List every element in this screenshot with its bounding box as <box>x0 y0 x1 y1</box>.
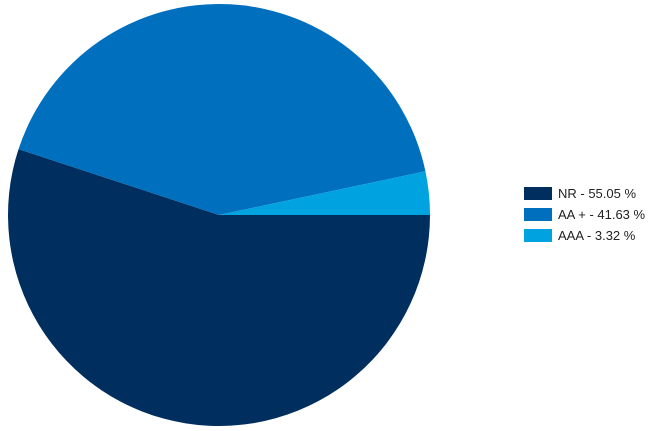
legend: NR - 55.05 % AA + - 41.63 % AAA - 3.32 % <box>524 183 645 246</box>
legend-item-nr: NR - 55.05 % <box>524 183 645 204</box>
legend-item-aaa: AAA - 3.32 % <box>524 225 645 246</box>
pie-slice-aaa <box>219 171 430 215</box>
legend-swatch-aa-plus <box>524 208 552 221</box>
legend-label-aaa: AAA - 3.32 % <box>558 228 636 243</box>
legend-label-aa-plus: AA + - 41.63 % <box>558 207 646 222</box>
pie-slice-aa-plus <box>18 3 426 216</box>
legend-item-aa-plus: AA + - 41.63 % <box>524 204 645 225</box>
legend-swatch-nr <box>524 187 552 200</box>
legend-swatch-aaa <box>524 229 552 242</box>
pie-slice-nr <box>7 149 431 426</box>
legend-label-nr: NR - 55.05 % <box>558 186 637 201</box>
